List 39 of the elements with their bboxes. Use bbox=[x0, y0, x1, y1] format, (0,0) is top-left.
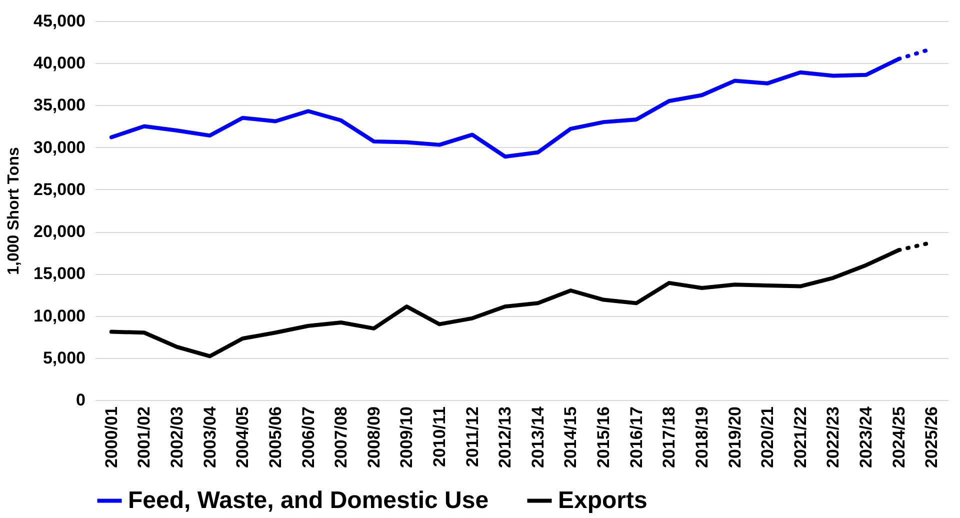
x-tick-label: 2017/18 bbox=[660, 406, 679, 468]
y-tick-label: 40,000 bbox=[34, 54, 86, 73]
x-tick-label: 2023/24 bbox=[856, 406, 876, 468]
x-tick-label: 2008/09 bbox=[364, 406, 384, 468]
x-tick-label: 2019/20 bbox=[725, 406, 744, 468]
y-tick-label: 15,000 bbox=[34, 264, 86, 284]
legend-label: Exports bbox=[558, 486, 648, 514]
x-tick-label: 2016/17 bbox=[626, 406, 646, 468]
y-tick-label: 0 bbox=[76, 390, 86, 410]
y-tick-label: 30,000 bbox=[34, 138, 86, 157]
x-tick-label: 2013/14 bbox=[528, 406, 548, 468]
x-tick-label: 2025/26 bbox=[922, 406, 942, 468]
y-tick-label: 35,000 bbox=[34, 96, 86, 115]
y-tick-label: 5,000 bbox=[42, 348, 86, 368]
x-tick-label: 2002/03 bbox=[168, 406, 187, 468]
x-tick-label: 2006/07 bbox=[298, 406, 318, 468]
x-tick-label: 2012/13 bbox=[496, 406, 515, 468]
x-tick-label: 2000/01 bbox=[102, 406, 121, 468]
x-tick-label: 2022/23 bbox=[824, 406, 843, 468]
x-tick-label: 2010/11 bbox=[430, 406, 449, 468]
x-tick-label: 2015/16 bbox=[594, 406, 614, 468]
x-tick-label: 2011/12 bbox=[462, 406, 482, 468]
x-tick-label: 2001/02 bbox=[134, 406, 154, 468]
y-tick-label: 20,000 bbox=[34, 222, 86, 242]
x-tick-label: 2014/15 bbox=[561, 406, 580, 468]
y-axis-title: 1,000 Short Tons bbox=[6, 147, 23, 275]
y-tick-label: 25,000 bbox=[34, 180, 86, 199]
x-tick-label: 2020/21 bbox=[758, 406, 778, 468]
x-tick-label: 2018/19 bbox=[692, 406, 712, 468]
x-tick-label: 2007/08 bbox=[332, 406, 351, 468]
legend-label: Feed, Waste, and Domestic Use bbox=[128, 486, 489, 514]
y-tick-label: 10,000 bbox=[34, 306, 86, 326]
x-tick-label: 2021/22 bbox=[790, 406, 810, 468]
y-tick-label: 45,000 bbox=[34, 12, 86, 30]
x-tick-label: 2009/10 bbox=[397, 406, 416, 468]
x-tick-label: 2005/06 bbox=[266, 406, 285, 468]
x-tick-label: 2004/05 bbox=[233, 406, 252, 468]
x-tick-label: 2024/25 bbox=[889, 406, 908, 468]
x-tick-label: 2003/04 bbox=[200, 406, 220, 468]
